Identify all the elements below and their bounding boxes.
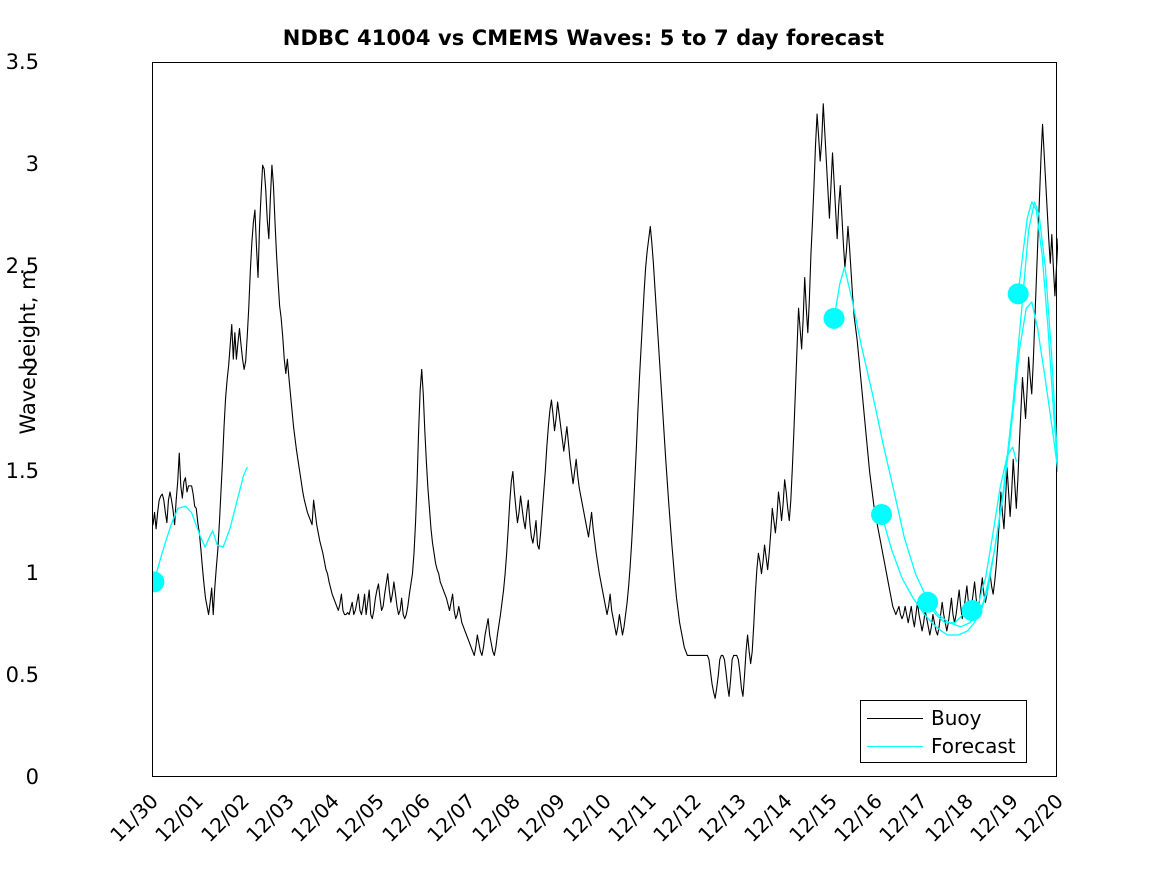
x-axis-tick-label: 12/15 xyxy=(783,789,842,847)
forecast-start-markers xyxy=(153,283,1029,621)
x-axis-tick-label: 12/16 xyxy=(829,789,887,847)
x-axis-tick-label: 12/13 xyxy=(693,789,752,847)
x-axis-tick-label: 12/10 xyxy=(557,789,616,847)
y-axis-tick-label: 2 xyxy=(25,356,39,381)
y-axis-tick-label: 2.5 xyxy=(5,254,39,279)
x-axis-tick-label: 12/11 xyxy=(602,789,661,847)
x-axis-tick-label: 11/30 xyxy=(105,789,163,847)
x-axis-tick-label: 12/06 xyxy=(376,789,435,847)
series-forecast xyxy=(153,201,1058,636)
x-axis-tick-label: 12/05 xyxy=(331,789,390,847)
chart-legend: Buoy Forecast xyxy=(860,700,1027,763)
series-buoy xyxy=(153,103,1058,699)
legend-line-buoy-icon xyxy=(867,717,923,719)
forecast-run-4 xyxy=(971,446,1018,612)
forecast-run-5 xyxy=(1017,201,1058,473)
forecast-run-1 xyxy=(833,266,1058,628)
forecast-start-marker-3 xyxy=(917,591,939,613)
x-axis-tick-label: 12/03 xyxy=(240,789,299,847)
forecast-start-marker-0 xyxy=(153,571,165,593)
x-axis-tick-label: 12/12 xyxy=(648,789,706,847)
plot-area xyxy=(152,62,1058,777)
buoy-line xyxy=(153,103,1058,699)
y-axis-tick-label: 1 xyxy=(25,560,39,585)
forecast-start-marker-4 xyxy=(961,599,983,621)
y-axis-tick-label: 3 xyxy=(25,152,39,177)
legend-label-forecast: Forecast xyxy=(931,734,1016,758)
legend-item-buoy: Buoy xyxy=(867,704,1020,732)
page-title: NDBC 41004 vs CMEMS Waves: 5 to 7 day fo… xyxy=(282,26,885,50)
y-axis-tick-label: 0.5 xyxy=(5,662,39,687)
y-axis-tick-label: 1.5 xyxy=(5,458,39,483)
x-axis-tick-label: 12/18 xyxy=(919,789,978,847)
forecast-run-0 xyxy=(153,466,248,583)
x-axis-tick-label: 12/08 xyxy=(467,789,525,847)
legend-line-forecast-icon xyxy=(867,745,923,747)
x-axis-tick-label: 12/02 xyxy=(195,789,254,847)
chart-svg xyxy=(153,103,1058,699)
x-axis-tick-label: 12/04 xyxy=(286,789,344,847)
forecast-run-2 xyxy=(880,201,1058,636)
x-axis-tick-label: 12/14 xyxy=(738,789,797,847)
legend-item-forecast: Forecast xyxy=(867,732,1020,760)
legend-label-buoy: Buoy xyxy=(931,706,982,730)
forecast-start-marker-5 xyxy=(1007,283,1029,305)
y-axis-tick-label: 3.5 xyxy=(5,50,39,74)
x-axis-tick-label: 12/17 xyxy=(874,789,933,847)
x-axis-tick-label: 12/01 xyxy=(150,789,209,847)
y-axis-tick-label: 0 xyxy=(25,765,39,789)
x-axis-tick-label: 12/09 xyxy=(512,789,571,847)
forecast-start-marker-1 xyxy=(823,307,845,329)
x-axis-tick-label: 12/07 xyxy=(421,789,480,847)
x-axis-tick-label: 12/19 xyxy=(964,789,1023,847)
x-axis-tick-label: 12/20 xyxy=(1010,789,1068,847)
forecast-start-marker-2 xyxy=(871,503,893,525)
